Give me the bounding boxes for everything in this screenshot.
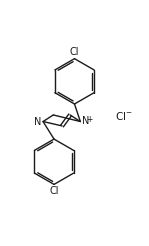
Text: Cl$^{-}$: Cl$^{-}$ xyxy=(115,110,133,123)
Text: Cl: Cl xyxy=(49,186,59,196)
Text: +: + xyxy=(86,115,93,124)
Text: N: N xyxy=(34,117,41,127)
Text: N: N xyxy=(82,116,90,126)
Text: Cl: Cl xyxy=(70,47,79,57)
